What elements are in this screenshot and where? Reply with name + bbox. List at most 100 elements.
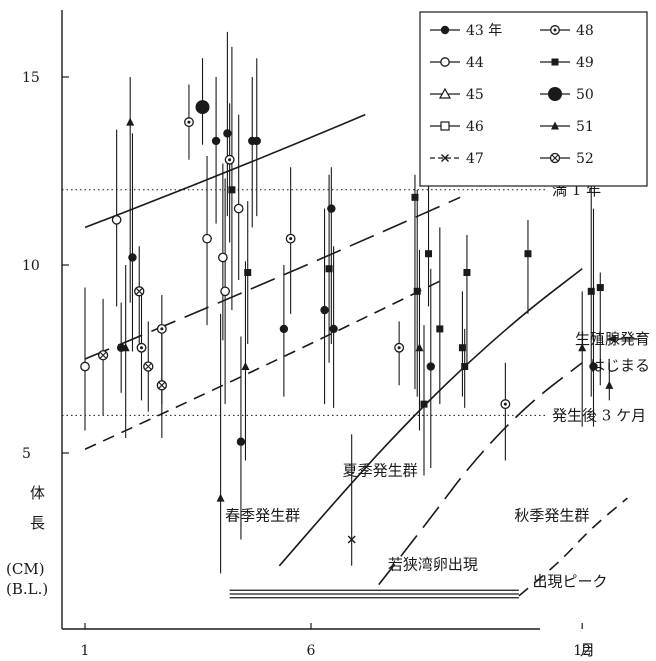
annotation-arrowhead <box>607 334 616 343</box>
marker-filled-square <box>325 265 333 273</box>
marker-filled-circle <box>426 362 435 371</box>
marker-filled-circle <box>440 25 450 35</box>
y-tick-label: 10 <box>22 258 40 274</box>
reference-lines <box>62 189 548 416</box>
marker-filled-triangle <box>605 380 614 389</box>
marker-open-circle <box>218 252 228 263</box>
annotations: 生殖腺発育はじまる夏季発生群春季発生群秋季発生群若狭湾卵出現出現ピーク <box>225 330 650 591</box>
marker-open-circle <box>233 203 244 214</box>
marker-filled-square <box>461 363 469 371</box>
peak-bars <box>229 589 519 599</box>
marker-filled-circle <box>320 305 329 315</box>
legend: 43 年 44 45 46 47 48 49 50 51 52 <box>419 11 648 187</box>
marker-crossed-circle-x <box>99 351 107 359</box>
legend-label: 43 年 <box>466 23 502 39</box>
reference-label: 発生後 3 ケ月 <box>552 406 646 424</box>
marker-filled-circle <box>279 324 289 334</box>
y-tick-label: 5 <box>22 446 31 462</box>
y-axis-label-part: (B.L.) <box>6 580 48 598</box>
marker-filled-circle <box>236 437 246 446</box>
marker-filled-triangle <box>241 362 250 371</box>
marker-filled-triangle <box>121 343 130 352</box>
marker-crossed-circle-x <box>158 381 166 389</box>
marker-open-triangle <box>438 87 452 99</box>
marker-open-circle <box>202 233 212 244</box>
marker-open-circle <box>440 57 450 67</box>
marker-x <box>347 535 356 544</box>
legend-label: 44 <box>466 55 484 71</box>
data-points <box>80 100 614 544</box>
legend-label: 51 <box>576 119 594 135</box>
growth-curve <box>84 113 366 229</box>
marker-open-square <box>440 121 450 131</box>
marker-dotted-circle-center <box>289 237 293 241</box>
marker-crossed-circle-x <box>551 154 559 162</box>
marker-filled-triangle <box>216 493 225 502</box>
marker-filled-circle <box>252 136 261 146</box>
growth-curve <box>84 279 443 450</box>
x-tick-label: 12 <box>573 643 591 659</box>
marker-dotted-circle-center <box>160 327 164 331</box>
marker-open-circle <box>80 361 90 372</box>
marker-filled-circle <box>211 136 221 146</box>
marker-filled-circle <box>327 204 336 213</box>
marker-filled-triangle <box>551 121 559 130</box>
growth-curve <box>84 196 461 360</box>
marker-open-circle <box>111 215 122 225</box>
marker-dotted-circle-center <box>397 346 401 350</box>
x-tick-label: 6 <box>307 643 316 659</box>
marker-dotted-circle-center <box>228 158 232 162</box>
legend-box <box>419 11 648 187</box>
marker-filled-triangle <box>415 343 424 352</box>
annotation-label: 秋季発生群 <box>514 507 589 525</box>
marker-crossed-circle-x <box>144 363 152 370</box>
marker-filled-square <box>228 186 236 194</box>
axes <box>61 10 540 630</box>
marker-filled-triangle <box>578 343 587 352</box>
marker-dotted-circle-center <box>553 28 557 32</box>
marker-dotted-circle-center <box>187 120 191 124</box>
legend-label: 47 <box>466 151 484 167</box>
marker-dotted-circle-center <box>503 402 507 406</box>
legend-label: 52 <box>576 151 594 167</box>
marker-filled-triangle <box>126 117 135 126</box>
growth-curve <box>378 362 583 586</box>
marker-filled-square <box>411 193 419 201</box>
y-axis-label: 体長 (CM) (B.L.) <box>6 484 48 598</box>
marker-filled-square <box>551 58 559 66</box>
marker-filled-square <box>524 250 532 258</box>
marker-big-filled-circle <box>195 100 210 115</box>
marker-filled-square <box>463 269 471 277</box>
annotation-label: 夏季発生群 <box>343 462 418 480</box>
marker-filled-square <box>436 325 444 333</box>
marker-dotted-circle-center <box>140 346 143 350</box>
y-axis-label-part: 長 <box>30 514 45 532</box>
marker-filled-square <box>425 250 433 258</box>
marker-filled-circle <box>223 129 232 138</box>
marker-x <box>441 154 449 162</box>
marker-filled-square <box>587 287 595 295</box>
annotation-label: はじまる <box>590 356 650 374</box>
y-tick-label: 15 <box>22 70 40 86</box>
x-unit-label: 月 <box>580 641 595 659</box>
marker-open-circle <box>220 286 230 297</box>
marker-filled-circle <box>589 362 598 371</box>
legend-label: 46 <box>466 119 484 135</box>
marker-big-filled-circle <box>548 87 562 101</box>
marker-filled-square <box>596 284 604 292</box>
annotation-label: 春季発生群 <box>225 507 300 525</box>
annotation-label: 若狭湾卵出現 <box>388 556 478 574</box>
marker-crossed-circle-x <box>135 287 143 295</box>
marker-filled-square <box>244 269 252 277</box>
annotation-label: 出現ピーク <box>532 572 607 590</box>
marker-filled-square <box>413 287 421 295</box>
y-axis-label-part: (CM) <box>6 560 45 578</box>
legend-label: 49 <box>576 55 594 71</box>
legend-label: 45 <box>466 87 484 103</box>
legend-label: 48 <box>576 23 594 39</box>
marker-filled-circle <box>128 253 137 262</box>
x-tick-label: 1 <box>81 643 90 659</box>
marker-filled-circle <box>329 324 338 334</box>
